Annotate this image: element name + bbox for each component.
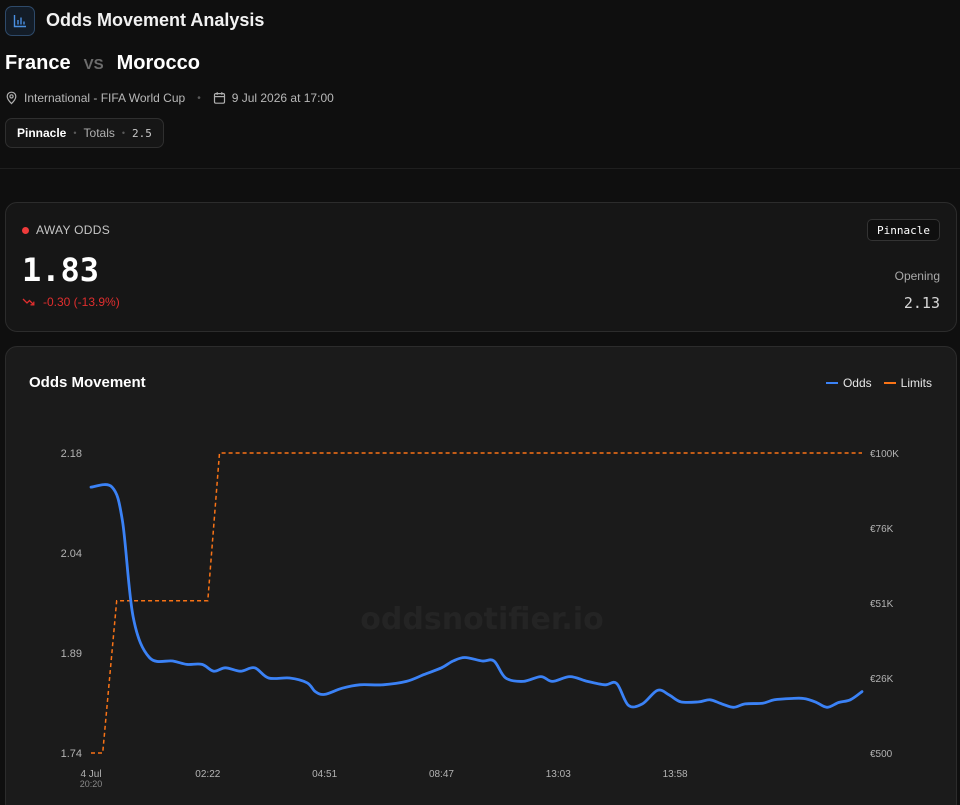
bar-chart-icon-glyph [13, 15, 26, 28]
match-header: France VS Morocco [5, 52, 200, 78]
y-left-tick-label: 1.89 [61, 648, 82, 660]
odds-side-label: AWAY ODDS [22, 223, 110, 237]
away-team: Morocco [116, 52, 200, 74]
chart-watermark: oddsnotifier.io [360, 602, 603, 637]
calendar-icon [213, 92, 225, 104]
odds-change: -0.30 (-13.9%) [22, 295, 120, 309]
y-right-tick-label: €76K [870, 524, 894, 535]
home-team: France [5, 52, 71, 74]
x-tick-label: 13:03 [546, 769, 571, 780]
opening-odds: 2.13 [903, 294, 940, 312]
x-tick-label: 13:58 [663, 769, 688, 780]
chip-market-line: 2.5 [132, 126, 152, 140]
odds-series-line [89, 483, 864, 709]
y-right-tick-label: €100K [870, 449, 899, 460]
competition-name: International - FIFA World Cup [24, 91, 186, 105]
x-tick-label: 08:47 [429, 769, 454, 780]
y-right-tick-label: €26K [870, 674, 894, 685]
odds-change-value: -0.30 (-13.9%) [43, 295, 120, 309]
page-title: Odds Movement Analysis [46, 10, 265, 30]
limits-series-line [91, 452, 862, 754]
chip-separator: • [73, 128, 77, 138]
bar-chart-icon [5, 6, 35, 36]
x-tick-sublabel: 20:20 [80, 779, 103, 789]
location-pin-icon [6, 91, 17, 105]
y-right-tick-label: €51K [870, 599, 894, 610]
x-tick-label: 04:51 [312, 769, 337, 780]
trend-down-icon [22, 298, 35, 306]
legend-swatch-limits [883, 382, 896, 384]
opening-label: Opening [894, 269, 940, 283]
legend-label-limits: Limits [900, 376, 932, 390]
divider [0, 168, 960, 169]
odds-side-text: AWAY ODDS [36, 223, 111, 237]
legend-swatch-odds [825, 382, 838, 384]
odds-summary-card: AWAY ODDS 1.83 -0.30 (-13.9%) Pinnacle O… [5, 202, 957, 332]
chip-market-type: Totals [83, 126, 115, 140]
x-tick-label: 4 Jul [80, 769, 101, 780]
x-tick-label: 02:22 [195, 769, 220, 780]
y-right-tick-label: €500 [870, 749, 893, 760]
chart-title: Odds Movement [29, 374, 146, 391]
legend-label-odds: Odds [842, 376, 872, 390]
legend-item-odds[interactable]: Odds [825, 376, 872, 390]
top-bar: Odds Movement Analysis [0, 0, 960, 44]
meta-separator: • [197, 92, 201, 104]
chart-legend: Odds Limits [814, 376, 932, 390]
y-left-tick-label: 2.18 [61, 448, 82, 460]
kickoff-time: 9 Jul 2026 at 17:00 [231, 91, 334, 105]
market-chip[interactable]: Pinnacle • Totals • 2.5 [5, 118, 164, 148]
vs-label: VS [83, 56, 104, 73]
odds-movement-chart: oddsnotifier.io 2.18 2.04 1.89 1.74 €100K €76K… [61, 448, 900, 789]
y-left-tick-label: 1.74 [61, 748, 82, 760]
odds-movement-chart-card: oddsnotifier.io 2.18 2.04 1.89 1.74 €100K €76K… [5, 346, 957, 805]
bookmaker-badge: Pinnacle [867, 219, 940, 241]
chip-separator: • [121, 128, 126, 138]
match-meta: International - FIFA World Cup • 9 Jul 2… [5, 90, 334, 106]
current-odds: 1.83 [22, 251, 100, 289]
chip-bookmaker: Pinnacle [17, 126, 67, 140]
legend-item-limits[interactable]: Limits [883, 376, 932, 390]
y-left-tick-label: 2.04 [61, 548, 82, 560]
status-dot [22, 226, 29, 234]
